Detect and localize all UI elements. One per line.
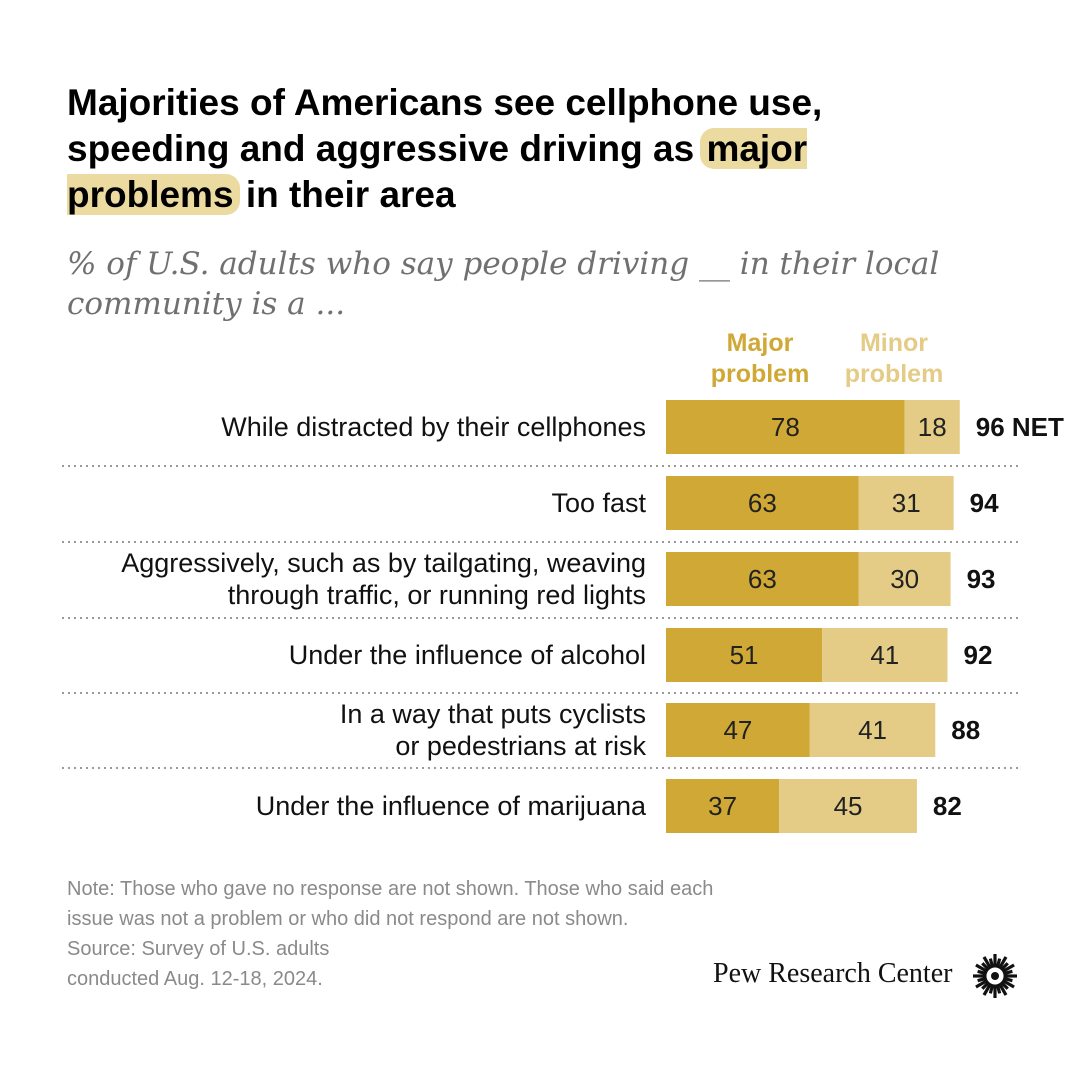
category-label: Too fast: [551, 488, 646, 518]
category-label: Aggressively, such as by tailgating, wea…: [121, 548, 646, 578]
value-label-minor: 41: [870, 640, 899, 670]
value-label-minor: 45: [834, 791, 863, 821]
net-value-label: 96 NET: [976, 412, 1064, 442]
category-label: through traffic, or running red lights: [228, 580, 646, 610]
value-label-minor: 30: [890, 564, 919, 594]
category-label: or pedestrians at risk: [395, 731, 646, 761]
value-label-major: 51: [730, 640, 759, 670]
bar-minor-problem: [809, 703, 936, 757]
bar-minor-problem: [858, 552, 951, 606]
chart-title: Majorities of Americans see cellphone us…: [67, 80, 967, 218]
value-label-minor: 18: [918, 412, 947, 442]
bar-minor-problem: [858, 476, 954, 530]
bar-major-problem: [666, 400, 905, 454]
brand-name: Pew Research Center: [713, 958, 953, 989]
net-value-label: 93: [967, 564, 996, 594]
legend-major-problem: Major problem: [710, 329, 810, 388]
source-line-1: Source: Survey of U.S. adults: [67, 938, 330, 960]
bar-major-problem: [666, 779, 780, 833]
value-label-major: 37: [708, 791, 737, 821]
bar-major-problem: [666, 703, 810, 757]
bar-major-problem: [666, 552, 859, 606]
bar-major-problem: [666, 628, 823, 682]
pew-logo-icon: [973, 954, 1017, 998]
note-line-2: issue was not a problem or who did not r…: [67, 908, 629, 930]
category-label: Under the influence of marijuana: [256, 791, 647, 821]
chart-subtitle: % of U.S. adults who say people driving …: [67, 246, 940, 322]
net-value-label: 92: [964, 640, 993, 670]
value-label-major: 63: [748, 488, 777, 518]
category-label: While distracted by their cellphones: [221, 412, 646, 442]
value-label-major: 63: [748, 564, 777, 594]
value-label-minor: 31: [892, 488, 921, 518]
source-line-2: conducted Aug. 12-18, 2024.: [67, 968, 323, 990]
note-line-1: Note: Those who gave no response are not…: [67, 878, 714, 900]
bar-minor-problem: [904, 400, 960, 454]
title-text-end: in their area: [245, 174, 456, 215]
value-label-minor: 41: [858, 715, 887, 745]
stacked-bar-chart: 78 18 96 NET While distracted by their cell…: [62, 400, 1064, 833]
bar-major-problem: [666, 476, 859, 530]
category-label: Under the influence of alcohol: [289, 640, 646, 670]
net-value-label: 94: [970, 488, 999, 518]
legend-minor-problem: Minor problem: [844, 329, 944, 388]
net-value-label: 82: [933, 791, 962, 821]
bar-minor-problem: [779, 779, 917, 833]
value-label-major: 78: [771, 412, 800, 442]
footnote: Note: Those who gave no response are not…: [67, 874, 887, 994]
category-label: In a way that puts cyclists: [340, 699, 646, 729]
net-value-label: 88: [951, 715, 980, 745]
bar-minor-problem: [822, 628, 948, 682]
title-text-start: Majorities of Americans see cellphone us…: [67, 82, 823, 169]
value-label-major: 47: [723, 715, 752, 745]
